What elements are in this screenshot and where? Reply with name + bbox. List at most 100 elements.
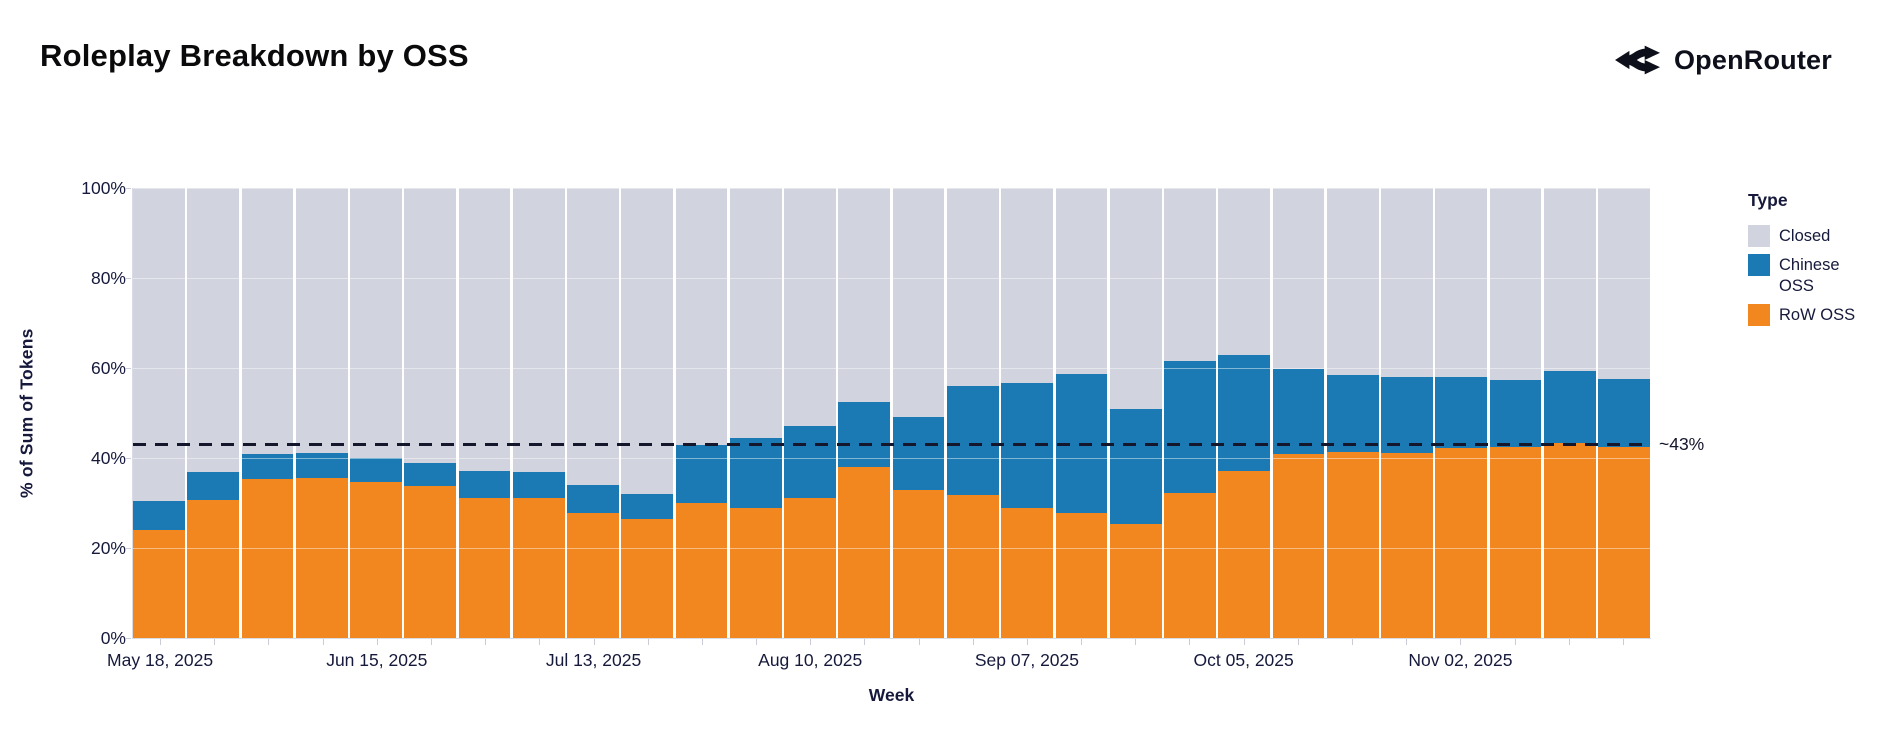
bar-segment-closed[interactable] [512,188,565,473]
bar-segment-chinese-oss[interactable] [1435,377,1488,449]
bar-segment-row-oss[interactable] [1598,447,1650,638]
bar-segment-chinese-oss[interactable] [1055,374,1108,513]
bar[interactable] [458,188,511,638]
bar-segment-chinese-oss[interactable] [458,471,511,498]
bar[interactable] [1218,188,1271,638]
legend-item-chinese-oss[interactable]: Chinese OSS [1748,254,1870,297]
bar[interactable] [1109,188,1162,638]
bar-segment-row-oss[interactable] [621,519,674,638]
bar[interactable] [729,188,782,638]
bar-segment-closed[interactable] [621,188,674,494]
bar-segment-closed[interactable] [567,188,619,485]
bar-segment-closed[interactable] [784,188,836,426]
bar[interactable] [1326,188,1379,638]
bar-segment-row-oss[interactable] [838,467,891,638]
bar-segment-row-oss[interactable] [1001,508,1054,638]
bar[interactable] [1272,188,1325,638]
bar-segment-closed[interactable] [1272,188,1325,369]
bar[interactable] [295,188,348,638]
bar-segment-closed[interactable] [1218,188,1271,356]
bar-segment-chinese-oss[interactable] [892,416,945,491]
bar[interactable] [1164,188,1216,638]
bar-segment-row-oss[interactable] [1218,471,1271,638]
bar[interactable] [241,188,294,638]
bar-segment-chinese-oss[interactable] [1218,355,1271,472]
bar-segment-chinese-oss[interactable] [1489,379,1542,447]
bar-segment-chinese-oss[interactable] [512,472,565,499]
bar-segment-row-oss[interactable] [1164,492,1216,638]
bar-segment-chinese-oss[interactable] [187,472,240,501]
bar[interactable] [1381,188,1433,638]
bar-segment-chinese-oss[interactable] [1381,377,1433,454]
bar-segment-chinese-oss[interactable] [1109,408,1162,525]
legend-item-row-oss[interactable]: RoW OSS [1748,304,1870,326]
bar[interactable] [133,188,185,638]
bar-segment-row-oss[interactable] [295,477,348,638]
bar-segment-row-oss[interactable] [404,485,457,638]
bar[interactable] [1598,188,1650,638]
bar-segment-chinese-oss[interactable] [838,401,891,468]
bar-segment-row-oss[interactable] [729,507,782,638]
bar-segment-closed[interactable] [729,188,782,439]
bar-segment-row-oss[interactable] [1109,524,1162,638]
bar-segment-row-oss[interactable] [241,478,294,638]
bar-segment-closed[interactable] [404,188,457,463]
bar-segment-closed[interactable] [1164,188,1216,361]
bar-segment-closed[interactable] [133,188,185,502]
bar-segment-row-oss[interactable] [784,497,836,638]
bar-segment-closed[interactable] [458,188,511,472]
bar[interactable] [1435,188,1488,638]
bar-segment-row-oss[interactable] [1435,448,1488,638]
bar-segment-chinese-oss[interactable] [1164,360,1216,493]
bar[interactable] [838,188,891,638]
bar-segment-closed[interactable] [1435,188,1488,377]
bar-segment-chinese-oss[interactable] [241,454,294,479]
legend-item-closed[interactable]: Closed [1748,225,1870,247]
bar-segment-row-oss[interactable] [1272,453,1325,638]
bar-segment-row-oss[interactable] [946,495,999,638]
bar-segment-row-oss[interactable] [567,512,619,638]
bar[interactable] [675,188,728,638]
bar[interactable] [621,188,674,638]
bar-segment-row-oss[interactable] [1055,512,1108,638]
bar-segment-closed[interactable] [675,188,728,445]
bar-segment-row-oss[interactable] [1543,442,1596,638]
bar-segment-row-oss[interactable] [512,498,565,638]
bar[interactable] [187,188,240,638]
bar-segment-chinese-oss[interactable] [1272,368,1325,454]
bar-segment-row-oss[interactable] [892,490,945,638]
bar[interactable] [1055,188,1108,638]
bar-segment-closed[interactable] [1381,188,1433,378]
bar[interactable] [1001,188,1054,638]
bar-segment-row-oss[interactable] [187,500,240,638]
bar-segment-chinese-oss[interactable] [567,484,619,513]
bar-segment-row-oss[interactable] [350,481,402,638]
bar-segment-row-oss[interactable] [1326,451,1379,638]
bar-segment-chinese-oss[interactable] [404,462,457,486]
bar-segment-chinese-oss[interactable] [729,438,782,508]
bar-segment-closed[interactable] [838,188,891,402]
bar-segment-row-oss[interactable] [675,503,728,638]
bar-segment-closed[interactable] [1109,188,1162,409]
bar[interactable] [1543,188,1596,638]
bar-segment-closed[interactable] [241,188,294,455]
bar-segment-closed[interactable] [295,188,348,453]
bar-segment-chinese-oss[interactable] [621,493,674,520]
bar-segment-row-oss[interactable] [458,497,511,638]
bar-segment-chinese-oss[interactable] [1001,382,1054,509]
bar-segment-chinese-oss[interactable] [295,452,348,478]
bar-segment-closed[interactable] [892,188,945,417]
bar[interactable] [892,188,945,638]
bar-segment-closed[interactable] [1001,188,1054,383]
bar-segment-chinese-oss[interactable] [784,425,836,498]
bar-segment-chinese-oss[interactable] [1598,379,1650,448]
bar-segment-row-oss[interactable] [133,529,185,638]
bar-segment-chinese-oss[interactable] [350,458,402,482]
bar[interactable] [512,188,565,638]
bar[interactable] [784,188,836,638]
bar-segment-closed[interactable] [1489,188,1542,380]
bar-segment-chinese-oss[interactable] [133,501,185,530]
bar[interactable] [1489,188,1542,638]
bar-segment-chinese-oss[interactable] [946,386,999,496]
bar-segment-closed[interactable] [1326,188,1379,375]
